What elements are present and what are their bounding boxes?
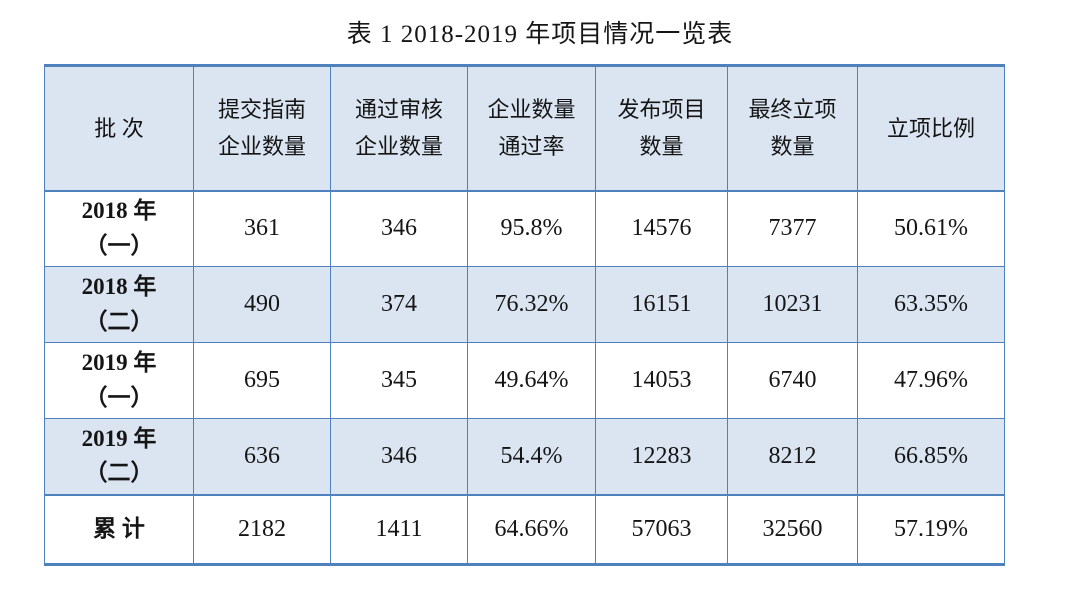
cell-pass-rate: 64.66% [467,493,596,565]
table-header-row: 批 次 提交指南 企业数量 通过审核 企业数量 企业数量 通过率 发布项目 数量… [44,65,1005,192]
cell-published: 16151 [595,266,728,343]
cell-approved: 1411 [330,493,468,565]
cell-approved: 345 [330,342,468,419]
header-cell-batch: 批 次 [44,65,194,192]
row-header-2019-1: 2019 年 （一） [44,342,194,419]
header-cell-published-projects: 发布项目 数量 [595,65,728,192]
cell-approved: 346 [330,418,468,495]
cell-funded: 32560 [727,493,858,565]
cell-approved: 346 [330,190,468,267]
table-row-2019-1: 2019 年 （一） 695 345 49.64% 14053 6740 47.… [44,342,1005,419]
cell-pass-rate: 54.4% [467,418,596,495]
row-header-total: 累 计 [44,493,194,565]
cell-published: 12283 [595,418,728,495]
table-row-total: 累 计 2182 1411 64.66% 57063 32560 57.19% [44,493,1005,565]
cell-funded: 6740 [727,342,858,419]
cell-submitted: 2182 [193,493,331,565]
cell-funding-ratio: 57.19% [857,493,1005,565]
header-cell-funding-ratio: 立项比例 [857,65,1005,192]
cell-funded: 8212 [727,418,858,495]
table-row-2019-2: 2019 年 （二） 636 346 54.4% 12283 8212 66.8… [44,418,1005,495]
cell-submitted: 361 [193,190,331,267]
table-caption: 表 1 2018-2019 年项目情况一览表 [346,21,734,48]
header-cell-submitted-enterprises: 提交指南 企业数量 [193,65,331,192]
cell-published: 57063 [595,493,728,565]
table-row-2018-2: 2018 年 （二） 490 374 76.32% 16151 10231 63… [44,266,1005,343]
cell-funding-ratio: 63.35% [857,266,1005,343]
cell-published: 14576 [595,190,728,267]
cell-pass-rate: 95.8% [467,190,596,267]
cell-approved: 374 [330,266,468,343]
cell-submitted: 636 [193,418,331,495]
cell-submitted: 490 [193,266,331,343]
cell-funding-ratio: 50.61% [857,190,1005,267]
header-cell-approved-enterprises: 通过审核 企业数量 [330,65,468,192]
cell-published: 14053 [595,342,728,419]
cell-submitted: 695 [193,342,331,419]
project-summary-table: 批 次 提交指南 企业数量 通过审核 企业数量 企业数量 通过率 发布项目 数量… [44,64,1005,566]
cell-funded: 7377 [727,190,858,267]
table-row-2018-1: 2018 年 （一） 361 346 95.8% 14576 7377 50.6… [44,190,1005,267]
header-cell-final-funded-projects: 最终立项 数量 [727,65,858,192]
row-header-2018-1: 2018 年 （一） [44,190,194,267]
cell-pass-rate: 49.64% [467,342,596,419]
cell-funding-ratio: 47.96% [857,342,1005,419]
row-header-2018-2: 2018 年 （二） [44,266,194,343]
header-cell-enterprise-pass-rate: 企业数量 通过率 [467,65,596,192]
cell-pass-rate: 76.32% [467,266,596,343]
cell-funded: 10231 [727,266,858,343]
row-header-2019-2: 2019 年 （二） [44,418,194,495]
cell-funding-ratio: 66.85% [857,418,1005,495]
